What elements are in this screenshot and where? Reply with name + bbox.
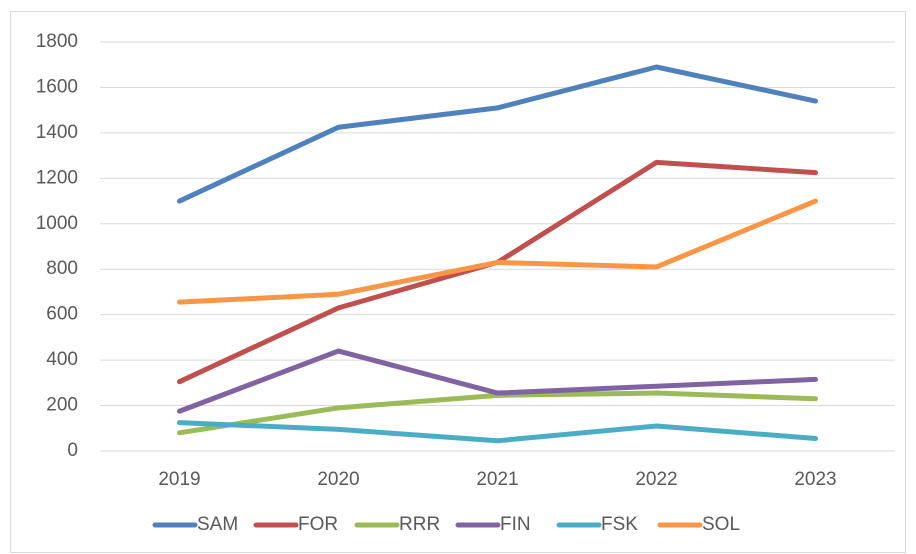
x-tick-label: 2021 <box>476 469 518 490</box>
x-tick-label: 2023 <box>794 469 836 490</box>
y-tick-label: 1200 <box>36 167 78 188</box>
y-tick-label: 400 <box>46 349 78 370</box>
legend-label: SOL <box>702 514 740 535</box>
x-tick-label: 2019 <box>158 469 200 490</box>
chart-frame <box>10 11 906 553</box>
y-tick-label: 1400 <box>36 122 78 143</box>
legend-label: FSK <box>601 514 638 535</box>
series-line <box>177 420 818 444</box>
y-tick-label: 800 <box>46 258 78 279</box>
legend-label: RRR <box>399 514 440 535</box>
y-tick-label: 1800 <box>36 31 78 52</box>
y-tick-label: 200 <box>46 395 78 416</box>
y-tick-label: 600 <box>46 304 78 325</box>
legend-label: FOR <box>298 514 338 535</box>
series-line <box>177 64 818 204</box>
series-line <box>177 348 818 414</box>
y-tick-label: 1000 <box>36 213 78 234</box>
y-tick-label: 0 <box>67 440 78 461</box>
y-tick-label: 1600 <box>36 76 78 97</box>
x-tick-label: 2022 <box>635 469 677 490</box>
x-tick-label: 2020 <box>317 469 359 490</box>
series-line <box>177 198 818 305</box>
legend-label: FIN <box>500 514 531 535</box>
legend-label: SAM <box>197 514 238 535</box>
